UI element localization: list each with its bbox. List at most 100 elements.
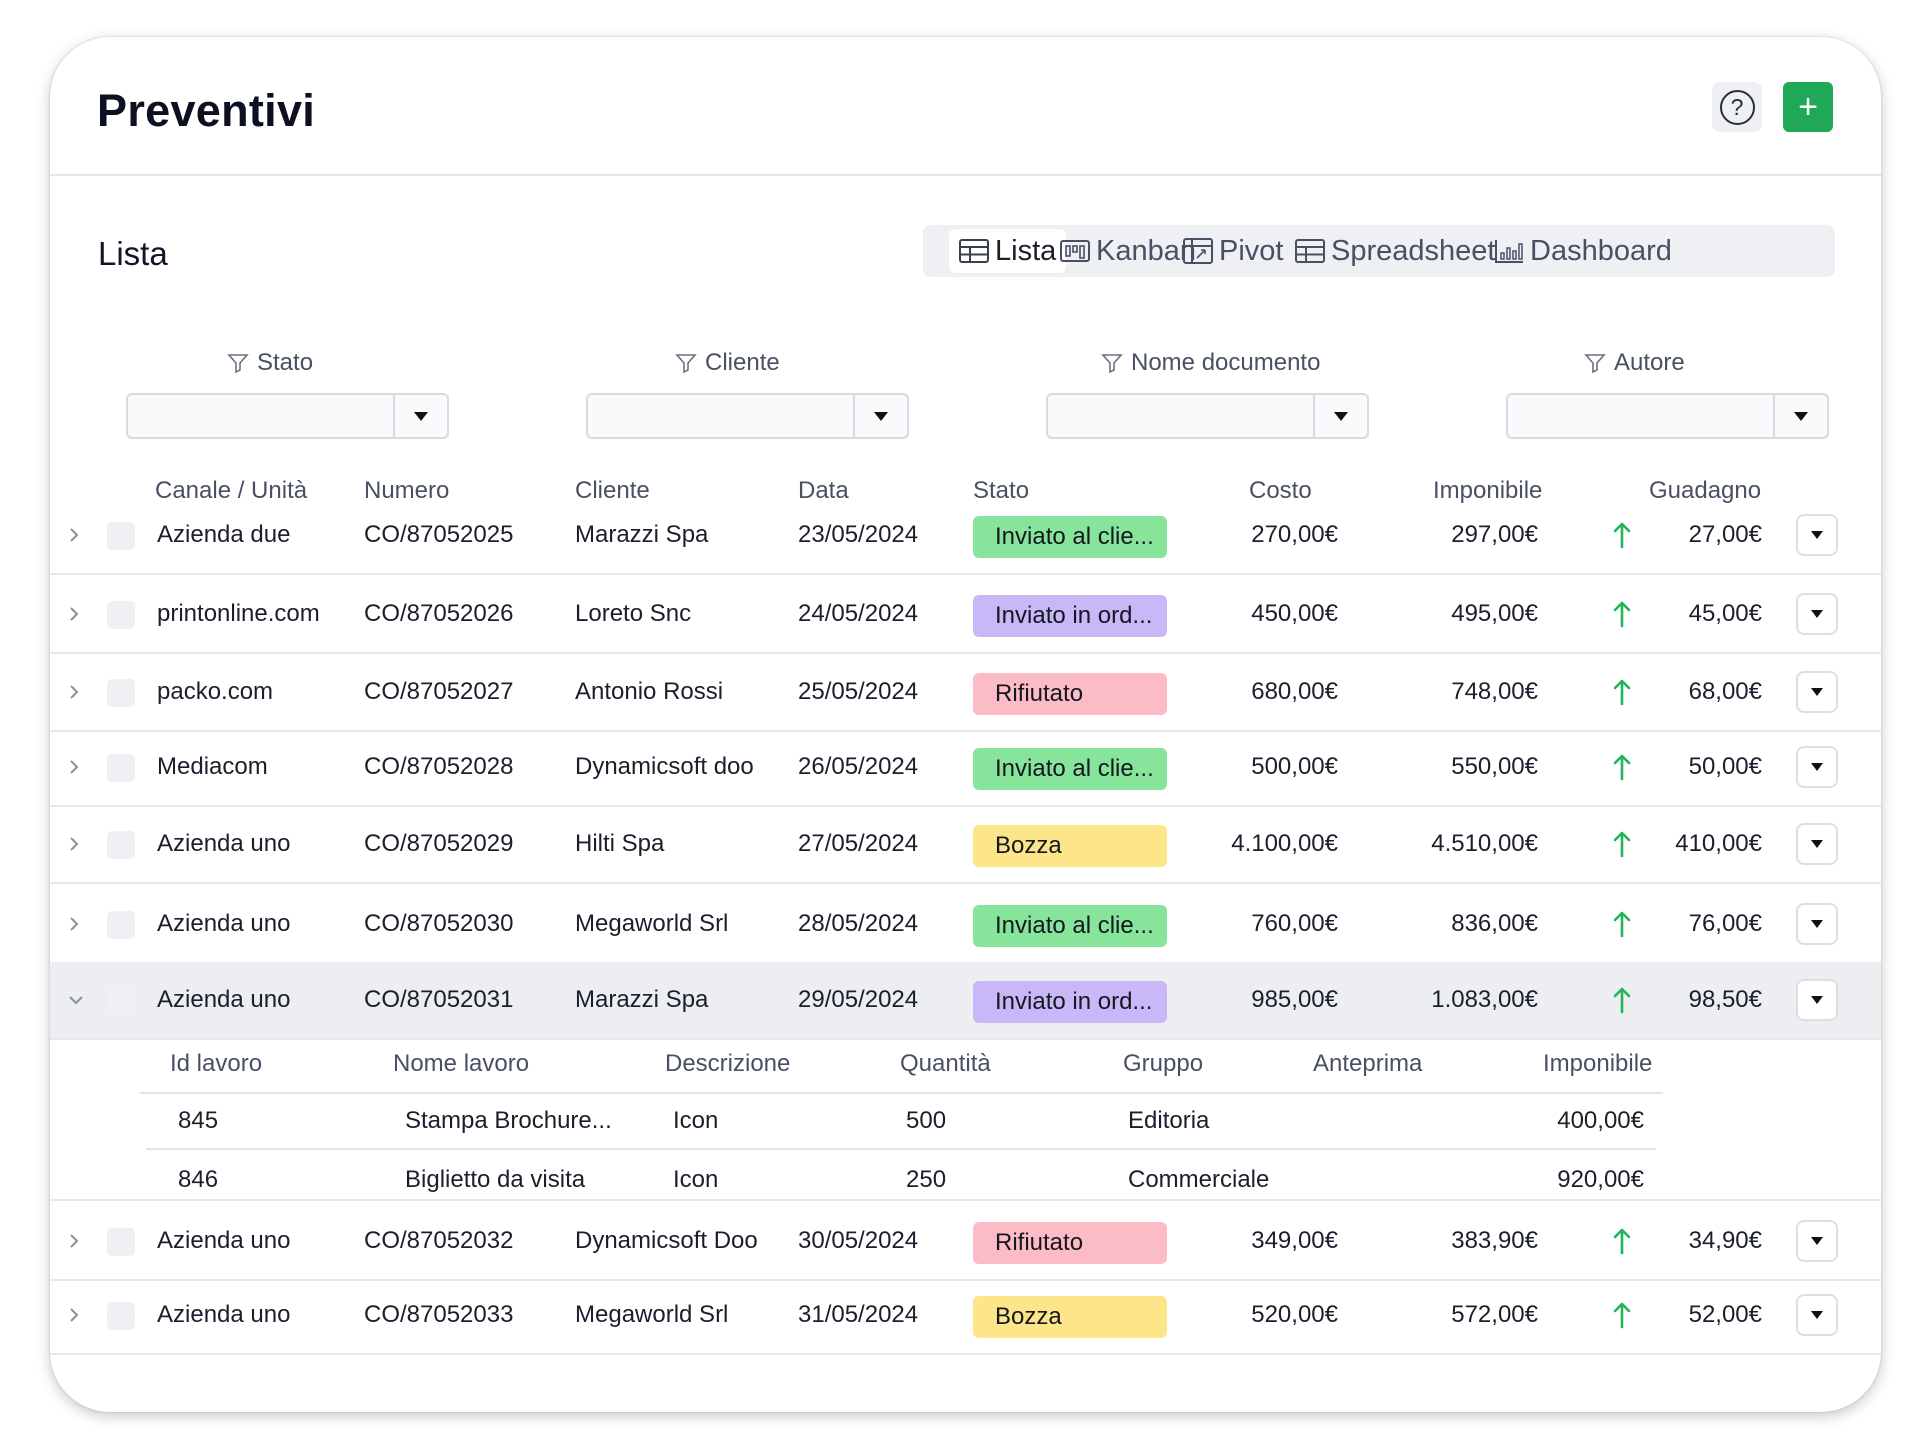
chevron-down-icon: [1811, 1311, 1823, 1319]
filter-label-nome-documento: Nome documento: [1101, 349, 1320, 377]
table-row[interactable]: Azienda uno CO/87052030 Megaworld Srl 28/05…: [50, 886, 1881, 964]
table-row[interactable]: Azienda uno CO/87052029 Hilti Spa 27/05/202…: [50, 806, 1881, 884]
chevron-down-icon[interactable]: [853, 395, 907, 437]
chevron-right-icon[interactable]: [68, 576, 80, 652]
detail-imponibile: 920,00€: [1557, 1166, 1644, 1193]
table-row[interactable]: printonline.com CO/87052026 Loreto Snc 24/0…: [50, 576, 1881, 654]
row-checkbox[interactable]: [107, 1302, 135, 1330]
arrow-up-icon: [1613, 1228, 1631, 1255]
filter-label-stato: Stato: [227, 349, 313, 377]
tab-lista[interactable]: Lista: [949, 229, 1067, 273]
cell-data: 25/05/2024: [798, 678, 919, 705]
cell-costo: 349,00€: [1251, 1227, 1338, 1254]
detail-imponibile: 400,00€: [1557, 1107, 1644, 1134]
filter-select-autore[interactable]: [1506, 393, 1829, 439]
row-checkbox[interactable]: [107, 831, 135, 859]
chevron-down-icon[interactable]: [1313, 395, 1367, 437]
table-row[interactable]: Azienda due CO/87052025 Marazzi Spa 23/05/2…: [50, 497, 1881, 575]
chevron-right-icon[interactable]: [68, 1203, 80, 1279]
filter-icon: [675, 354, 697, 374]
row-checkbox[interactable]: [107, 601, 135, 629]
cell-cliente: Megaworld Srl: [575, 1301, 729, 1328]
cell-numero: CO/87052033: [364, 1301, 514, 1328]
tab-kanban[interactable]: Kanban: [1060, 229, 1196, 273]
chevron-right-icon[interactable]: [68, 729, 80, 805]
filter-select-nome-documento[interactable]: [1046, 393, 1369, 439]
detail-header-descrizione: Descrizione: [665, 1050, 791, 1077]
chevron-right-icon[interactable]: [68, 886, 80, 962]
chevron-right-icon[interactable]: [68, 806, 80, 882]
row-actions-button[interactable]: [1796, 593, 1838, 635]
cell-numero: CO/87052025: [364, 521, 514, 548]
arrow-up-icon: [1613, 601, 1631, 628]
arrow-up-icon: [1613, 522, 1631, 549]
detail-id: 846: [178, 1166, 219, 1193]
table-row[interactable]: packo.com CO/87052027 Antonio Rossi 25/05/2…: [50, 654, 1881, 732]
page-title: Preventivi: [97, 85, 316, 136]
filter-select-cliente[interactable]: [586, 393, 909, 439]
column-header-numero[interactable]: Numero: [364, 477, 450, 504]
cell-data: 23/05/2024: [798, 521, 919, 548]
row-actions-button[interactable]: [1796, 1220, 1838, 1262]
cell-data: 26/05/2024: [798, 753, 919, 780]
tab-dashboard[interactable]: Dashboard: [1494, 229, 1672, 273]
column-header-stato[interactable]: Stato: [973, 477, 1030, 504]
row-actions-button[interactable]: [1796, 823, 1838, 865]
arrow-up-icon: [1613, 987, 1631, 1014]
cell-guadagno: 34,90€: [1688, 1227, 1762, 1254]
cell-imponibile: 1.083,00€: [1431, 986, 1538, 1013]
help-button[interactable]: ?: [1712, 82, 1762, 132]
chevron-down-icon: [1811, 531, 1823, 539]
column-header-data[interactable]: Data: [798, 477, 849, 504]
row-actions-button[interactable]: [1796, 514, 1838, 556]
column-header-cliente[interactable]: Cliente: [575, 477, 650, 504]
cell-data: 24/05/2024: [798, 600, 919, 627]
chevron-right-icon[interactable]: [68, 497, 80, 573]
chevron-right-icon[interactable]: [68, 1277, 80, 1353]
detail-descrizione: Icon: [673, 1166, 719, 1193]
detail-quantita: 500: [906, 1107, 947, 1134]
row-checkbox[interactable]: [107, 522, 135, 550]
chevron-down-icon[interactable]: [393, 395, 447, 437]
tab-pivot[interactable]: Pivot: [1183, 229, 1283, 273]
table-row[interactable]: Mediacom CO/87052028 Dynamicsoft doo 26/05/…: [50, 729, 1881, 807]
column-header-imponibile[interactable]: Imponibile: [1433, 477, 1543, 504]
status-badge: Inviato al clie...: [973, 905, 1167, 947]
detail-row[interactable]: 845 Stampa Brochure... Icon 500 Editoria…: [146, 1094, 1656, 1150]
cell-canale: printonline.com: [157, 600, 320, 627]
tab-spreadsheet[interactable]: Spreadsheet: [1295, 229, 1495, 273]
row-actions-button[interactable]: [1796, 903, 1838, 945]
detail-row[interactable]: 846 Biglietto da visita Icon 250 Commerc…: [146, 1152, 1656, 1208]
table-row[interactable]: Azienda uno CO/87052032 Dynamicsoft Doo 30/…: [50, 1203, 1881, 1281]
row-actions-button[interactable]: [1796, 1294, 1838, 1336]
column-header-costo[interactable]: Costo: [1249, 477, 1312, 504]
chevron-down-icon[interactable]: [1773, 395, 1827, 437]
chevron-right-icon[interactable]: [68, 654, 80, 730]
cell-imponibile: 297,00€: [1451, 521, 1538, 548]
column-header-canale[interactable]: Canale / Unità: [155, 477, 308, 504]
filter-icon: [227, 354, 249, 374]
row-checkbox[interactable]: [107, 1228, 135, 1256]
row-checkbox[interactable]: [107, 911, 135, 939]
filter-select-stato[interactable]: [126, 393, 449, 439]
row-checkbox[interactable]: [107, 987, 135, 1015]
cell-data: 31/05/2024: [798, 1301, 919, 1328]
status-badge: Bozza: [973, 825, 1167, 867]
row-actions-button[interactable]: [1796, 746, 1838, 788]
cell-costo: 680,00€: [1251, 678, 1338, 705]
row-actions-button[interactable]: [1796, 979, 1838, 1021]
row-actions-button[interactable]: [1796, 671, 1838, 713]
column-header-guadagno[interactable]: Guadagno: [1649, 477, 1762, 504]
chevron-down-icon[interactable]: [68, 962, 84, 1038]
add-button[interactable]: +: [1783, 82, 1833, 132]
cell-numero: CO/87052031: [364, 986, 514, 1013]
cell-canale: packo.com: [157, 678, 274, 705]
detail-gruppo: Editoria: [1128, 1107, 1210, 1134]
chevron-down-icon: [1811, 840, 1823, 848]
row-checkbox[interactable]: [107, 754, 135, 782]
table-row[interactable]: Azienda uno CO/87052033 Megaworld Srl 31/05…: [50, 1277, 1881, 1355]
table-row[interactable]: Azienda uno CO/87052031 Marazzi Spa 29/05/2…: [50, 962, 1881, 1040]
detail-header-anteprima: Anteprima: [1313, 1050, 1423, 1077]
row-checkbox[interactable]: [107, 679, 135, 707]
detail-nome: Stampa Brochure...: [405, 1107, 612, 1134]
